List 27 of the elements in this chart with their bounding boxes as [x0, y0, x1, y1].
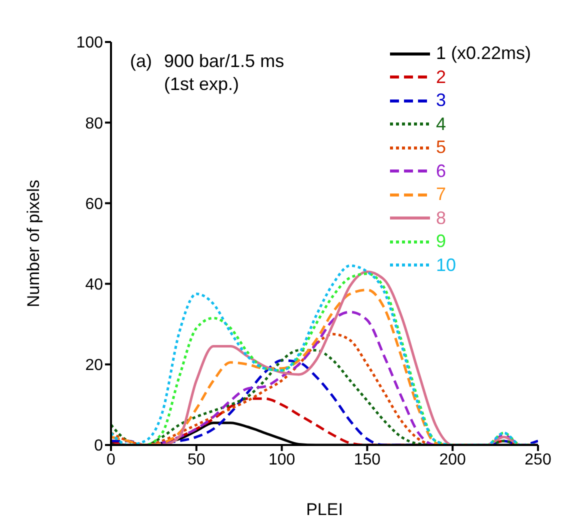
x-tick-label: 150: [354, 451, 381, 468]
y-tick-label: 40: [85, 276, 104, 294]
x-tick-label: 250: [524, 451, 552, 468]
y-tick-label: 20: [85, 357, 104, 374]
y-tick-label: 100: [76, 34, 104, 52]
y-tick-label: 80: [85, 115, 104, 132]
legend-label: 1 (x0.22ms): [436, 43, 531, 64]
legend-label: 9: [436, 231, 446, 252]
x-tick-label: 0: [106, 451, 116, 468]
y-axis-title: Number of pixels: [24, 180, 44, 308]
y-tick-label: 60: [85, 196, 104, 213]
legend-label: 8: [436, 208, 446, 229]
legend-label: 5: [436, 137, 446, 158]
x-axis-title: PLEI: [306, 500, 343, 520]
annotation: (1st exp.): [164, 73, 240, 96]
x-tick-label: 100: [268, 451, 296, 468]
legend-label: 6: [436, 160, 446, 182]
y-tick-label: 0: [94, 438, 104, 455]
legend-label: 10: [436, 254, 456, 276]
legend-label: 2: [436, 66, 446, 88]
x-tick-label: 200: [439, 451, 466, 468]
legend-label: 7: [436, 184, 446, 206]
legend-label: 3: [436, 90, 446, 112]
annotation: 900 bar/1.5 ms: [164, 50, 284, 73]
x-tick-label: 50: [188, 451, 206, 468]
legend-label: 4: [436, 114, 446, 135]
annotation: (a): [130, 50, 152, 73]
